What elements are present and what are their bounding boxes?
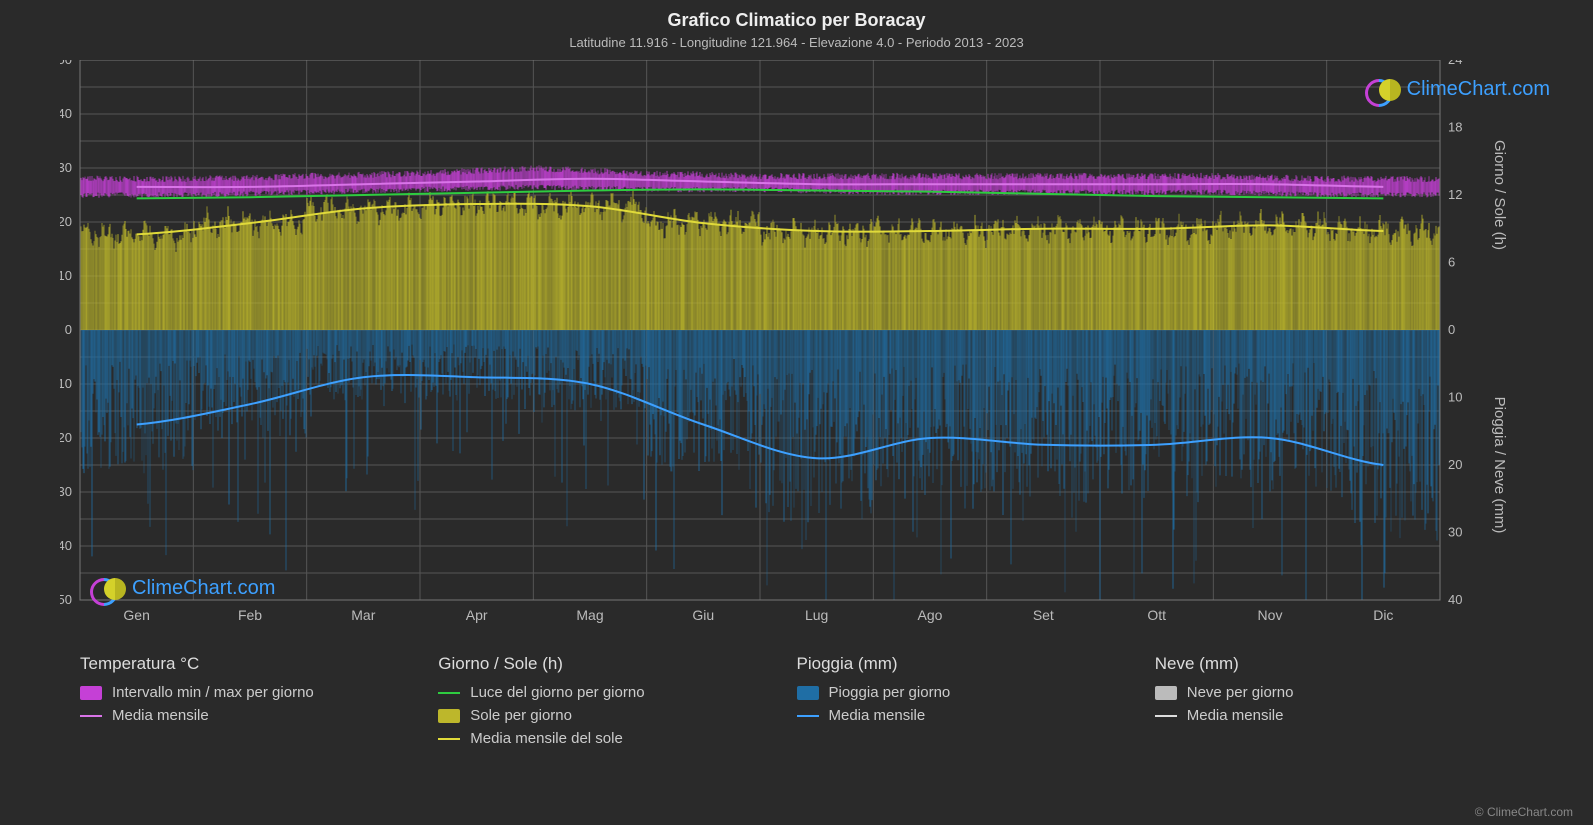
- svg-text:Ago: Ago: [918, 607, 943, 623]
- svg-text:-10: -10: [60, 376, 72, 391]
- svg-text:18: 18: [1448, 120, 1462, 135]
- chart-container: -50 -40 -30 -20 -10 0 10 20 30 40 50 0 6 12 18 24 10 20 30…: [60, 60, 1580, 640]
- legend-title: Temperatura °C: [80, 654, 438, 674]
- svg-text:Giorno / Sole (h): Giorno / Sole (h): [1491, 140, 1508, 250]
- svg-text:30: 30: [60, 160, 72, 175]
- copyright: © ClimeChart.com: [1475, 805, 1573, 819]
- svg-text:10: 10: [60, 268, 72, 283]
- watermark-bottom: ClimeChart.com: [90, 577, 275, 600]
- legend: Temperatura °C Intervallo min / max per g…: [0, 640, 1593, 753]
- legend-title: Giorno / Sole (h): [438, 654, 796, 674]
- svg-text:0: 0: [65, 322, 72, 337]
- legend-label: Sole per giorno: [470, 707, 572, 724]
- legend-title: Pioggia (mm): [797, 654, 1155, 674]
- svg-text:-50: -50: [60, 592, 72, 607]
- chart-subtitle: Latitudine 11.916 - Longitudine 121.964 …: [0, 31, 1593, 50]
- swatch-icon: [438, 709, 460, 723]
- svg-text:Set: Set: [1033, 607, 1054, 623]
- svg-text:-20: -20: [60, 430, 72, 445]
- svg-text:Gen: Gen: [123, 607, 149, 623]
- line-icon: [438, 692, 460, 694]
- legend-label: Pioggia per giorno: [829, 684, 951, 701]
- line-icon: [80, 715, 102, 717]
- svg-text:Lug: Lug: [805, 607, 828, 623]
- legend-title: Neve (mm): [1155, 654, 1513, 674]
- svg-text:24: 24: [1448, 60, 1462, 67]
- line-icon: [1155, 715, 1177, 717]
- svg-text:-30: -30: [60, 484, 72, 499]
- legend-item: Neve per giorno: [1155, 684, 1513, 701]
- svg-text:10: 10: [1448, 390, 1462, 405]
- swatch-icon: [80, 686, 102, 700]
- svg-text:Mar: Mar: [351, 607, 375, 623]
- line-icon: [438, 738, 460, 740]
- legend-item: Media mensile del sole: [438, 730, 796, 747]
- svg-text:Feb: Feb: [238, 607, 262, 623]
- svg-text:Apr: Apr: [466, 607, 488, 623]
- line-icon: [797, 715, 819, 717]
- climechart-logo-icon: [90, 578, 126, 600]
- watermark-top: ClimeChart.com: [1365, 78, 1550, 101]
- svg-text:Nov: Nov: [1258, 607, 1283, 623]
- svg-text:-40: -40: [60, 538, 72, 553]
- chart-title: Grafico Climatico per Boracay: [0, 0, 1593, 31]
- legend-item: Luce del giorno per giorno: [438, 684, 796, 701]
- svg-text:40: 40: [1448, 592, 1462, 607]
- legend-column: Neve (mm) Neve per giorno Media mensile: [1155, 654, 1513, 753]
- svg-text:Ott: Ott: [1147, 607, 1166, 623]
- legend-label: Media mensile: [829, 707, 926, 724]
- svg-text:12: 12: [1448, 187, 1462, 202]
- swatch-icon: [1155, 686, 1177, 700]
- climate-chart: -50 -40 -30 -20 -10 0 10 20 30 40 50 0 6 12 18 24 10 20 30…: [60, 60, 1580, 640]
- svg-text:6: 6: [1448, 255, 1455, 270]
- legend-item: Media mensile: [80, 707, 438, 724]
- legend-label: Media mensile: [1187, 707, 1284, 724]
- svg-text:40: 40: [60, 106, 72, 121]
- svg-text:20: 20: [60, 214, 72, 229]
- legend-item: Media mensile: [1155, 707, 1513, 724]
- legend-item: Pioggia per giorno: [797, 684, 1155, 701]
- svg-text:20: 20: [1448, 457, 1462, 472]
- climechart-logo-icon: [1365, 79, 1401, 101]
- legend-item: Sole per giorno: [438, 707, 796, 724]
- legend-item: Intervallo min / max per giorno: [80, 684, 438, 701]
- svg-text:50: 50: [60, 60, 72, 67]
- legend-label: Media mensile: [112, 707, 209, 724]
- swatch-icon: [797, 686, 819, 700]
- legend-label: Luce del giorno per giorno: [470, 684, 644, 701]
- svg-text:Pioggia / Neve (mm): Pioggia / Neve (mm): [1491, 397, 1508, 534]
- legend-column: Giorno / Sole (h) Luce del giorno per gio…: [438, 654, 796, 753]
- legend-label: Media mensile del sole: [470, 730, 623, 747]
- svg-text:30: 30: [1448, 525, 1462, 540]
- legend-label: Neve per giorno: [1187, 684, 1294, 701]
- legend-label: Intervallo min / max per giorno: [112, 684, 314, 701]
- legend-item: Media mensile: [797, 707, 1155, 724]
- legend-column: Temperatura °C Intervallo min / max per g…: [80, 654, 438, 753]
- svg-text:Giu: Giu: [692, 607, 714, 623]
- legend-column: Pioggia (mm) Pioggia per giorno Media mens…: [797, 654, 1155, 753]
- svg-text:0: 0: [1448, 322, 1455, 337]
- svg-text:Mag: Mag: [576, 607, 603, 623]
- svg-text:Dic: Dic: [1373, 607, 1393, 623]
